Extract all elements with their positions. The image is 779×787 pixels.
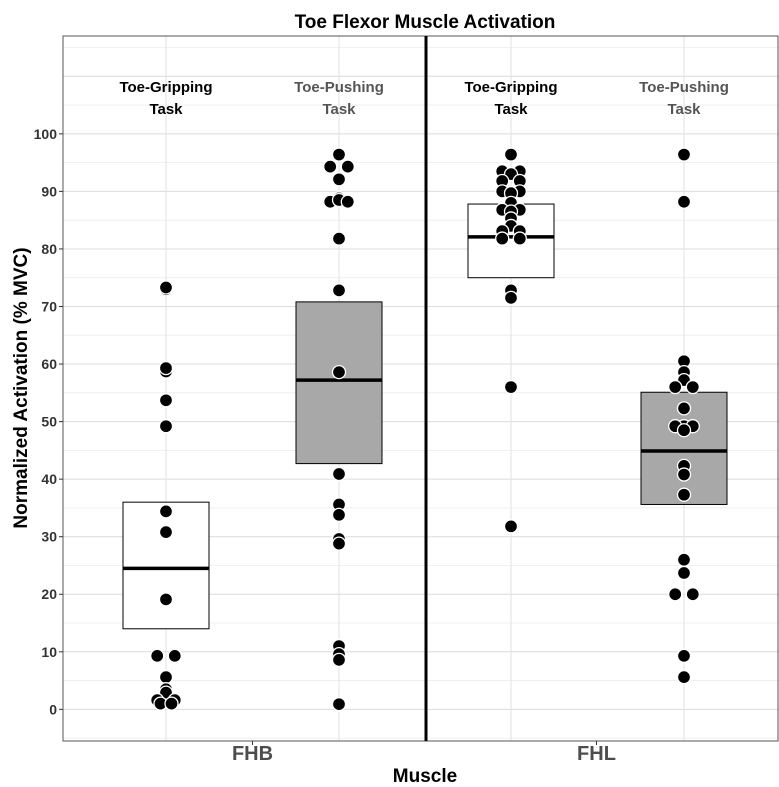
data-point <box>158 419 174 434</box>
condition-label: Task <box>667 101 701 118</box>
condition-label: Task <box>322 101 356 118</box>
boxes <box>122 203 728 630</box>
box-1 <box>122 501 210 630</box>
data-point <box>331 466 347 482</box>
y-tick-label: 90 <box>41 183 57 199</box>
data-point <box>668 379 683 395</box>
y-tick-label: 0 <box>49 701 57 717</box>
data-point <box>685 587 700 602</box>
condition-label: Toe-Pushing <box>639 79 729 96</box>
data-point <box>676 401 692 416</box>
points <box>150 147 700 712</box>
data-point <box>340 159 355 174</box>
data-point <box>331 147 347 162</box>
condition-label: Toe-Gripping <box>464 79 557 96</box>
data-point <box>331 231 347 246</box>
data-point <box>158 524 174 540</box>
data-point <box>503 519 519 534</box>
box-2 <box>295 301 383 465</box>
y-tick-label: 30 <box>41 529 57 545</box>
data-point <box>158 360 174 376</box>
y-tick-label: 10 <box>41 644 57 660</box>
data-point <box>164 696 179 711</box>
y-tick-label: 60 <box>41 356 57 372</box>
x-axis-title: Muscle <box>393 766 457 787</box>
data-point <box>676 669 692 685</box>
data-point <box>676 565 692 581</box>
data-point <box>150 648 165 663</box>
panel-frame <box>62 35 779 742</box>
y-tick-label: 100 <box>34 126 58 142</box>
data-point <box>331 507 347 522</box>
data-point <box>676 194 692 209</box>
condition-label: Toe-Gripping <box>119 79 212 96</box>
data-point <box>503 147 519 162</box>
data-point <box>340 194 355 209</box>
data-point <box>158 393 174 408</box>
data-point <box>167 648 182 663</box>
data-point <box>331 364 347 380</box>
data-point <box>503 379 519 395</box>
data-point <box>331 652 347 668</box>
y-tick-label: 50 <box>41 414 57 430</box>
data-point <box>331 172 347 187</box>
data-point <box>495 231 510 246</box>
x-tick-label: FHL <box>577 743 616 765</box>
data-point <box>676 648 692 663</box>
data-point <box>668 587 683 602</box>
data-point <box>676 487 692 502</box>
data-point <box>676 467 692 482</box>
y-tick-label: 40 <box>41 471 57 487</box>
data-point <box>158 592 174 607</box>
labels: 0 10 20 30 40 50 60 70 80 90 100 FHB FHL Toe-Gripping… <box>34 79 729 765</box>
y-tick-label: 70 <box>41 298 57 314</box>
data-point <box>676 552 692 567</box>
data-point <box>331 283 347 298</box>
data-point <box>685 379 700 395</box>
condition-label: Task <box>494 101 528 118</box>
data-point <box>158 669 174 685</box>
data-point <box>158 280 174 295</box>
data-point <box>676 147 692 162</box>
chart-title: Toe Flexor Muscle Activation <box>295 12 556 33</box>
data-point <box>158 504 174 519</box>
data-point <box>331 697 347 712</box>
x-tick-label: FHB <box>232 743 273 765</box>
data-point <box>323 159 338 174</box>
plot-border <box>62 35 779 742</box>
condition-label: Task <box>149 101 183 118</box>
y-tick-label: 20 <box>41 586 57 602</box>
data-point <box>331 536 347 551</box>
y-tick-label: 80 <box>41 241 57 257</box>
y-axis-title: Normalized Activation (% MVC) <box>11 247 32 528</box>
data-point <box>503 290 519 306</box>
data-point <box>512 231 527 246</box>
condition-label: Toe-Pushing <box>294 79 384 96</box>
data-point <box>676 423 692 438</box>
